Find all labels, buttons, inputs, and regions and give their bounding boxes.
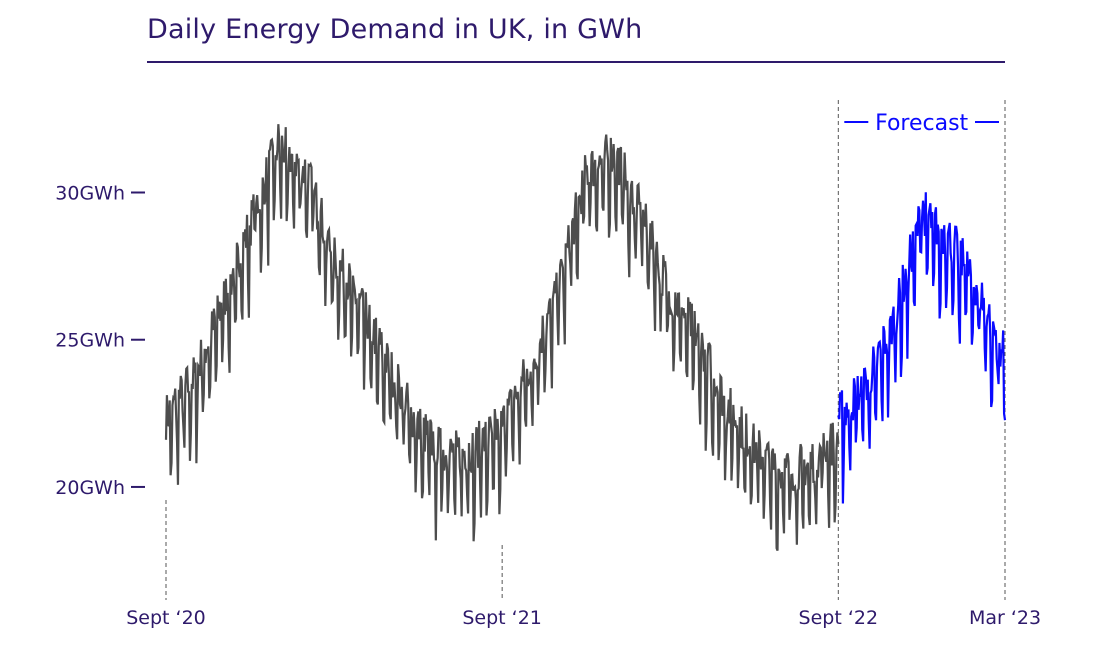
y-tick-label: 25GWh — [55, 330, 125, 352]
forecast-label: Forecast — [875, 111, 968, 136]
x-tick-label: Sept ‘20 — [126, 607, 206, 629]
x-tick-label: Mar ‘23 — [969, 607, 1041, 629]
y-tick-label: 30GWh — [55, 183, 125, 205]
x-axis: Sept ‘20 Sept ‘21 Sept ‘22 Mar ‘23 — [126, 607, 1041, 629]
guide-lines — [165, 100, 1006, 600]
actual-series-line — [164, 124, 840, 551]
chart-title: Daily Energy Demand in UK, in GWh — [147, 14, 643, 45]
title-underline — [147, 61, 1005, 63]
y-tick-label: 20GWh — [55, 477, 125, 499]
forecast-label-group: Forecast — [844, 111, 999, 136]
series-lines — [164, 124, 1007, 551]
y-axis: 20GWh 25GWh 30GWh — [55, 183, 145, 499]
x-tick-label: Sept ‘22 — [799, 607, 879, 629]
forecast-series-line — [837, 192, 1007, 504]
x-tick-label: Sept ‘21 — [462, 607, 542, 629]
